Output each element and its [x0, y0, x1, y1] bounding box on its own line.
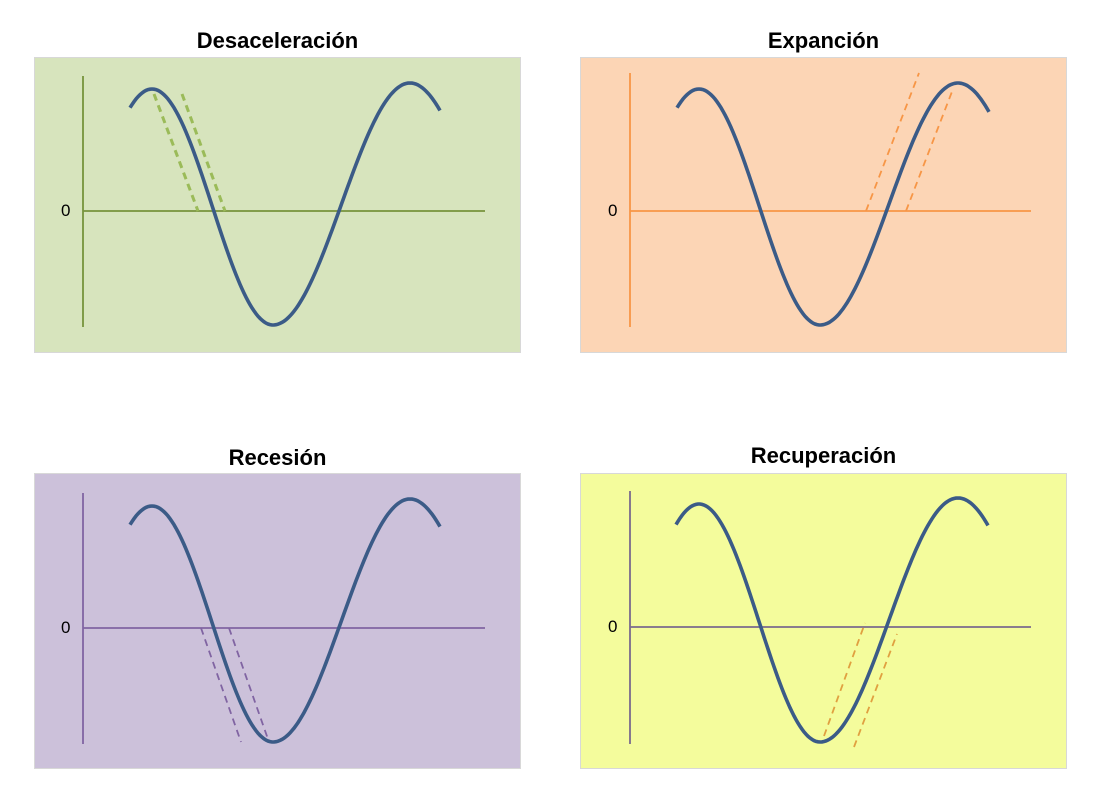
tangent-dashed-line	[152, 93, 200, 212]
tangent-dashed-line	[180, 93, 227, 212]
tangent-dashed-line	[823, 622, 866, 737]
title-desaceleracion: Desaceleración	[196, 28, 359, 53]
cycle-diagram	[82, 76, 485, 327]
panel-recuperacion: 0	[580, 473, 1067, 769]
economic-cycle-curve	[128, 497, 442, 744]
title-recesion: Recesión	[228, 445, 327, 470]
economic-cycle-curve	[674, 496, 990, 744]
tangent-dashed-line	[853, 633, 898, 748]
tangent-dashed-line	[228, 627, 270, 743]
tangent-dashed-line	[200, 627, 242, 743]
cycle-diagram	[82, 493, 485, 744]
title-expancion: Expanción	[767, 28, 880, 53]
zero-label: 0	[61, 201, 71, 220]
panel-desaceleracion: 0	[34, 57, 521, 353]
zero-label: 0	[608, 617, 618, 636]
zero-label: 0	[608, 201, 618, 220]
panel-recesion: 0	[34, 473, 521, 769]
tangent-dashed-line	[865, 72, 920, 212]
cycle-diagram	[629, 72, 1031, 327]
zero-label: 0	[61, 618, 71, 637]
tangent-dashed-line	[905, 88, 954, 212]
panel-expancion: 0	[580, 57, 1067, 353]
title-recuperacion: Recuperación	[750, 443, 897, 468]
cycle-diagram	[629, 491, 1031, 748]
economic-cycle-curve	[675, 81, 991, 327]
economic-cycle-curve	[128, 81, 442, 327]
